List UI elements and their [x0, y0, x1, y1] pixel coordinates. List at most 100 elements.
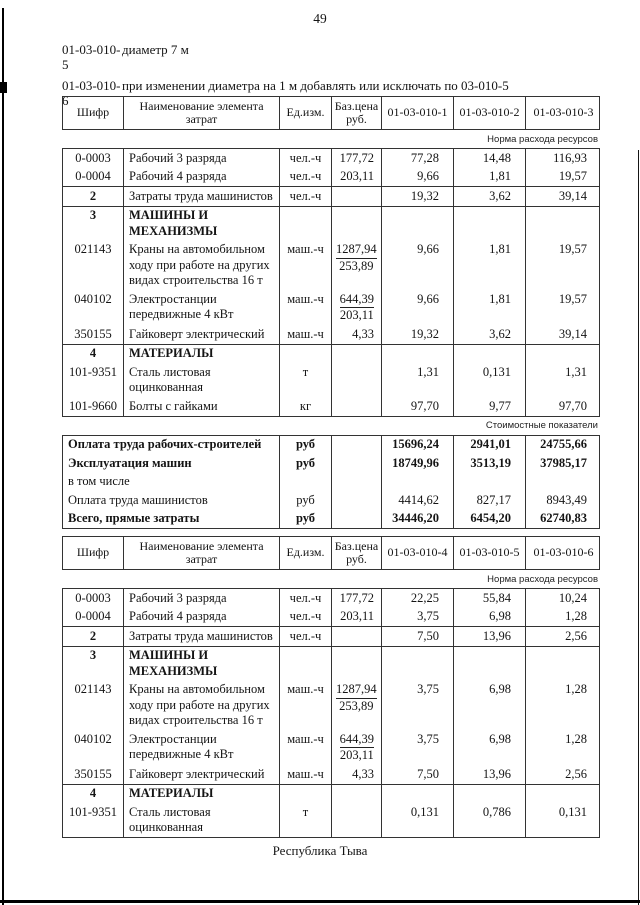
cell-value: 7,50: [381, 627, 453, 646]
cell-name: МАШИНЫ И МЕХАНИЗМЫ: [123, 646, 279, 681]
cell-value: 10,24: [525, 589, 601, 608]
cell-value: 19,57: [525, 167, 601, 186]
cell-price: 4,33: [331, 325, 381, 344]
table-row: 040102 Электростанции передвижные 4 кВт ма…: [62, 290, 600, 325]
cell-value: 13,96: [453, 765, 525, 784]
cell-value: 77,28: [381, 149, 453, 168]
cell-unit: маш.-ч: [279, 680, 331, 730]
cell-code: 3: [89, 208, 97, 222]
cell-value: 116,93: [525, 149, 601, 168]
table-row: 0-0004 Рабочий 4 разряда чел.-ч 203,11 9,66 1…: [62, 167, 601, 186]
cell-value: 9,66: [381, 290, 453, 325]
cell-value: 62740,83: [525, 509, 601, 528]
base-price-old: 253,89: [339, 698, 374, 713]
cell-value: [525, 646, 601, 681]
cell-name: МАТЕРИАЛЫ: [123, 784, 279, 803]
cell-value: 13,96: [453, 627, 525, 646]
cell-value: 2941,01: [453, 435, 525, 454]
cell-value: 0,131: [453, 363, 525, 397]
cell-price: 203,11: [331, 167, 381, 186]
cell-value: 19,32: [381, 187, 453, 206]
section-note: Норма расхода ресурсов: [487, 573, 598, 585]
cell-price: [331, 784, 381, 803]
cell-unit: чел.-ч: [279, 149, 331, 168]
cell-name: Оплата труда машинистов: [68, 492, 208, 507]
cell-value: 19,57: [525, 290, 601, 325]
cell-value: 3,62: [453, 325, 525, 344]
cell-price: 177,72: [331, 589, 381, 608]
cell-name: Всего, прямые затраты: [68, 511, 200, 525]
table-header-row: Шифр Наименование элемента затрат Ед.изм. Б…: [62, 536, 600, 570]
cell-code: 040102: [74, 731, 112, 746]
scan-edge-bottom: [0, 900, 640, 903]
region-footer: Республика Тыва: [272, 843, 368, 858]
table-row: 0-0003 Рабочий 3 разряда чел.-ч 177,72 77,28…: [62, 148, 600, 168]
cell-name: Краны на автомобильном ходу при работе н…: [123, 680, 279, 730]
header-unit: Ед.изм.: [279, 97, 331, 129]
base-price-new: 1287,94: [336, 682, 377, 699]
cell-price: 1287,94 253,89: [331, 240, 381, 290]
cell-value: 6,98: [453, 680, 525, 730]
cell-name: Рабочий 4 разряда: [123, 167, 279, 186]
cell-code: 0-0003: [75, 590, 111, 605]
table-row: в том числе: [62, 472, 600, 491]
header-name: Наименование элемента затрат: [123, 537, 279, 569]
cell-name: Рабочий 3 разряда: [123, 149, 279, 168]
cell-unit: чел.-ч: [279, 607, 331, 626]
cell-value: [453, 784, 525, 803]
page-number: 49: [313, 11, 327, 26]
table-row: 350155 Гайковерт электрический маш.-ч 4,33 1…: [62, 325, 600, 344]
cell-value: 0,131: [525, 803, 601, 837]
cost-table-1: Шифр Наименование элемента затрат Ед.изм. Б…: [62, 96, 600, 529]
cell-unit: [279, 784, 331, 803]
scan-edge-mark: [0, 82, 7, 93]
cell-price: [331, 509, 381, 528]
cell-value: 14,48: [453, 149, 525, 168]
cell-value: 1,31: [381, 363, 453, 397]
table-row: 0-0003 Рабочий 3 разряда чел.-ч 177,72 22,25…: [62, 588, 600, 608]
cell-price: 203,11: [331, 607, 381, 626]
cell-value: 1,28: [525, 730, 601, 765]
cell-name: МАТЕРИАЛЫ: [123, 344, 279, 363]
table-row: 101-9660 Болты с гайками кг 97,70 9,77 97,70: [62, 397, 600, 416]
scan-edge-left: [2, 8, 4, 905]
table-row: 040102 Электростанции передвижные 4 кВт ма…: [62, 730, 600, 765]
base-price-new: 644,39: [339, 292, 374, 308]
cell-value: 1,31: [525, 363, 601, 397]
cell-value: 1,81: [453, 240, 525, 290]
cell-unit: чел.-ч: [279, 627, 331, 646]
cell-value: 34446,20: [381, 509, 453, 528]
cell-name: Электростанции передвижные 4 кВт: [123, 290, 279, 325]
cell-unit: кг: [279, 397, 331, 416]
cell-price: 4,33: [331, 765, 381, 784]
cell-value: [381, 206, 453, 241]
intro-line: 01-03-010-6 при изменении диаметра на 1 м…: [62, 78, 602, 108]
cell-value: 1,81: [453, 290, 525, 325]
cell-code: 2: [89, 628, 97, 643]
table-row: 3 МАШИНЫ И МЕХАНИЗМЫ: [62, 645, 601, 681]
base-price-new: 644,39: [339, 732, 374, 748]
table-row: Оплата труда машинистов руб 4414,62 827,17 8…: [62, 491, 600, 510]
cell-code: 021143: [74, 242, 112, 256]
table-row: 2 Затраты труда машинистов чел.-ч 7,50 13,96…: [62, 626, 600, 646]
cell-unit: маш.-ч: [279, 240, 331, 290]
cell-name: Болты с гайками: [123, 397, 279, 416]
cell-unit: чел.-ч: [279, 167, 331, 186]
cell-value: [525, 206, 601, 241]
cell-unit: т: [279, 363, 331, 397]
cell-code: 0-0004: [75, 609, 111, 623]
cell-value: 0,131: [381, 803, 453, 837]
cell-unit: [279, 344, 331, 363]
cell-value: [381, 784, 453, 803]
table-row: 021143 Краны на автомобильном ходу при ра…: [62, 680, 601, 730]
cell-value: 97,70: [381, 397, 453, 416]
cell-price: [331, 187, 381, 206]
cell-value: 1,28: [525, 680, 601, 730]
cost-table-2: Шифр Наименование элемента затрат Ед.изм. Б…: [62, 536, 600, 838]
cell-price: [331, 472, 381, 491]
cell-unit: маш.-ч: [279, 290, 331, 325]
cell-unit: руб: [279, 454, 331, 473]
cell-price: [331, 491, 381, 510]
cell-unit: [279, 472, 331, 491]
cell-price: [331, 363, 381, 397]
